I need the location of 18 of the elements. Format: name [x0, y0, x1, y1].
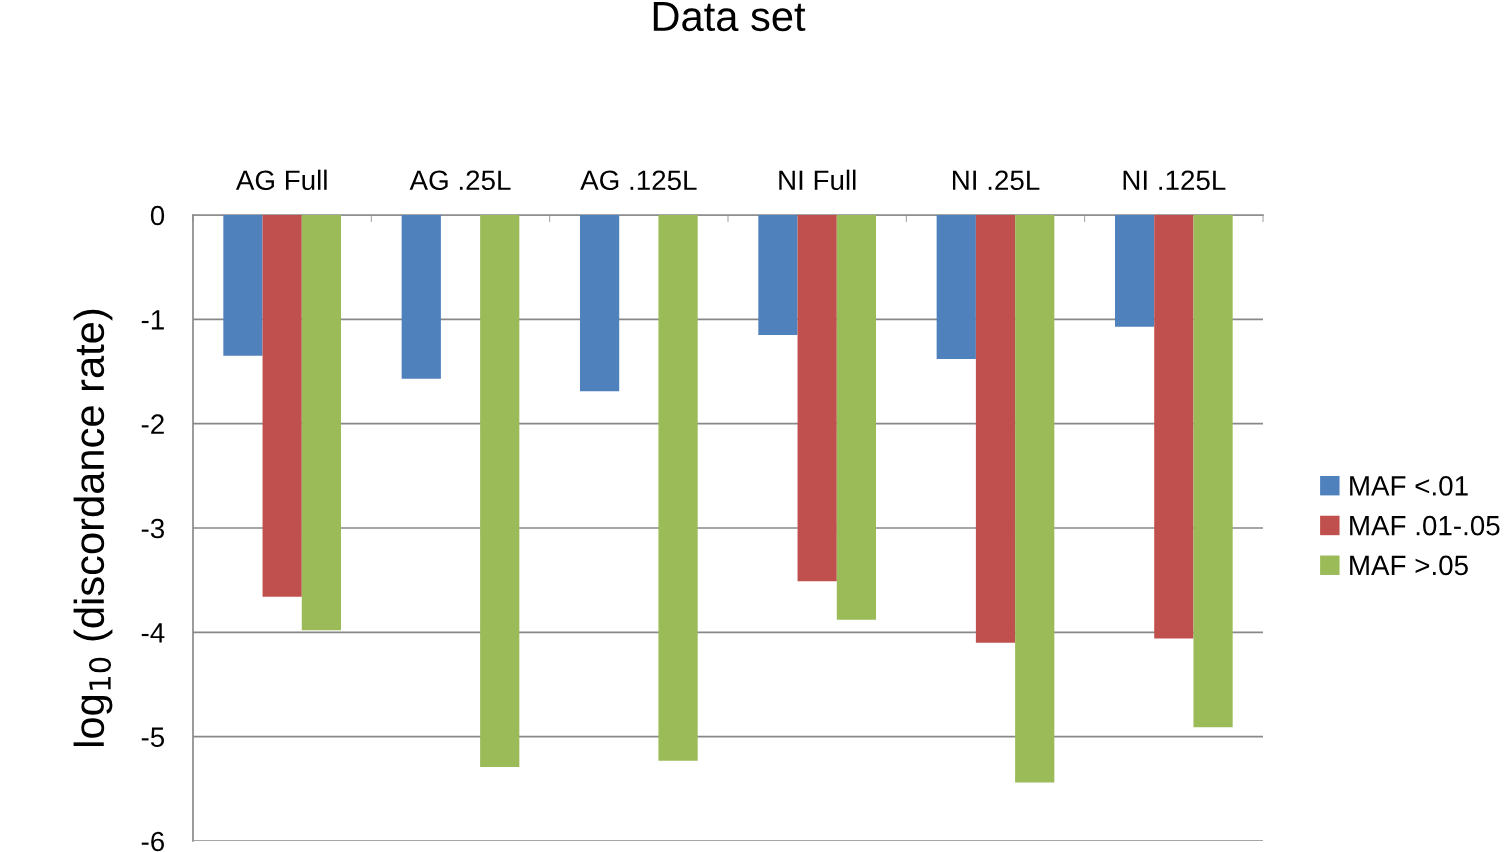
y-tick-label: -4	[141, 623, 165, 643]
y-tick-label: -2	[141, 414, 164, 434]
y-tick-label: 0	[150, 205, 165, 226]
x-tick-label: AG .125L	[580, 170, 697, 191]
x-tick-label: NI .125L	[1123, 170, 1226, 191]
legend-label: MAF .01-.05	[1350, 515, 1500, 536]
y-tick-label: -6	[141, 831, 164, 852]
y-tick-label: -1	[141, 310, 164, 330]
legend-label: MAF <.01	[1350, 476, 1468, 496]
y-tick-label: -3	[141, 518, 164, 539]
y-tick-label: -5	[141, 727, 165, 748]
x-tick-label: AG .25L	[409, 170, 511, 191]
legend-label: MAF >.05	[1350, 555, 1468, 576]
x-axis-title: Data set	[653, 2, 806, 32]
x-tick-label: NI Full	[779, 169, 856, 191]
y-axis-title: log$_{10}$ (discordance rate)	[73, 309, 113, 747]
x-tick-label: AG Full	[235, 169, 327, 191]
x-tick-label: NI .25L	[953, 170, 1040, 191]
